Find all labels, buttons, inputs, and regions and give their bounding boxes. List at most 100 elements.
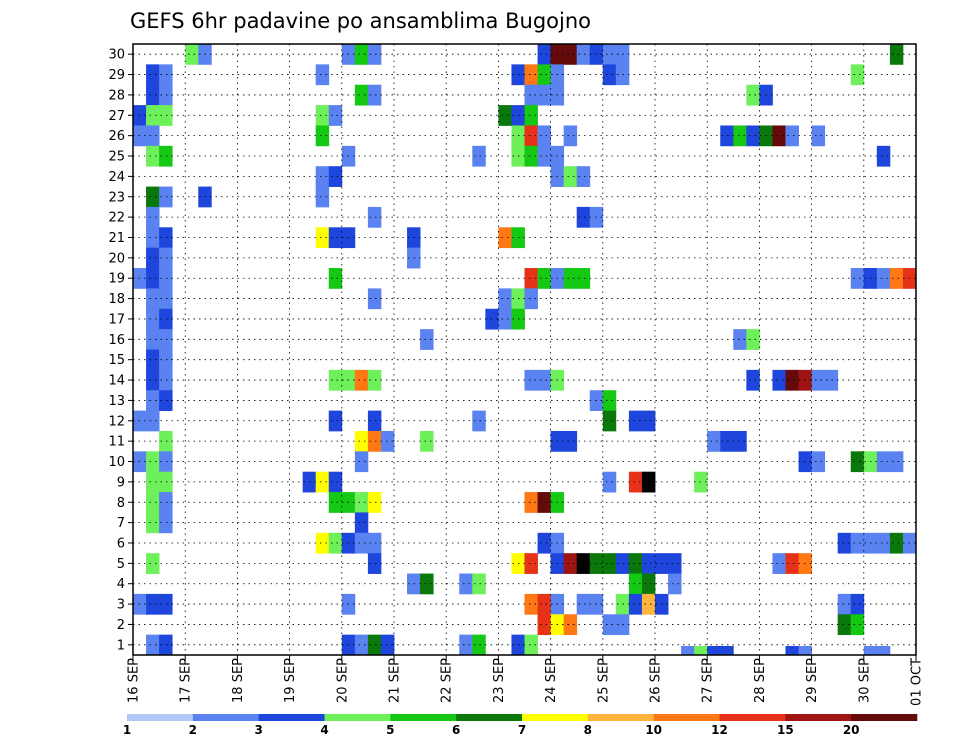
- heatmap-cell: [354, 84, 369, 106]
- heatmap-cell: [524, 105, 538, 126]
- heatmap-cell: [328, 532, 343, 554]
- heatmap-cell: [850, 614, 865, 636]
- heatmap-cell: [524, 268, 538, 289]
- x-tick-label: 17 SEP: [179, 658, 194, 703]
- heatmap-cell: [367, 553, 382, 574]
- heatmap-cell: [876, 532, 891, 554]
- y-tick-label: 12: [108, 414, 125, 429]
- heatmap-cell: [641, 410, 656, 432]
- colorbar-segment: [587, 714, 654, 721]
- y-tick-label: 5: [117, 557, 125, 572]
- x-axis: 16 SEP 17 SEP 18 SEP 19 SEP 20 SEP 21 SEP 22 S…: [127, 655, 925, 706]
- x-tick-label: 30 SEP: [857, 658, 872, 703]
- y-tick-label: 7: [117, 516, 125, 531]
- heatmap-cell: [720, 125, 734, 147]
- heatmap-cell: [641, 573, 656, 595]
- heatmap-cell: [524, 288, 538, 310]
- heatmap-cell: [524, 593, 538, 615]
- colorbar-segment: [456, 714, 523, 721]
- heatmap-cell: [472, 410, 486, 432]
- heatmap-cell: [420, 430, 434, 452]
- heatmap-cell: [537, 145, 551, 167]
- heatmap-cell: [641, 593, 656, 615]
- y-tick-label: 25: [108, 150, 125, 165]
- heatmap-cell: [889, 451, 904, 473]
- cells-layer: [133, 44, 917, 656]
- colorbar-segment: [390, 714, 457, 721]
- colorbar-label: 15: [777, 723, 794, 737]
- heatmap-cell: [159, 369, 173, 391]
- heatmap-cell: [576, 553, 591, 574]
- heatmap-cell: [315, 227, 330, 249]
- y-tick-label: 18: [108, 292, 125, 307]
- heatmap-cell: [159, 634, 173, 656]
- heatmap-cell: [785, 125, 799, 147]
- heatmap-cell: [720, 646, 734, 655]
- x-tick-label: 24 SEP: [544, 658, 559, 703]
- colorbar-label: 6: [452, 723, 460, 737]
- y-tick-label: 1: [117, 638, 125, 653]
- colorbar-label: 8: [584, 723, 592, 737]
- heatmap-cell: [146, 593, 160, 615]
- heatmap-cell: [628, 410, 643, 432]
- y-tick-label: 24: [108, 170, 125, 185]
- heatmap-cell: [146, 512, 160, 534]
- heatmap-cell: [563, 553, 578, 574]
- heatmap-cell: [328, 166, 343, 187]
- heatmap-cell: [524, 145, 538, 167]
- x-tick-label: 19 SEP: [283, 658, 298, 703]
- heatmap-cell: [524, 634, 538, 656]
- heatmap-cell: [602, 410, 617, 432]
- heatmap-cell: [850, 593, 865, 615]
- y-tick-label: 2: [117, 618, 125, 633]
- heatmap-cell: [367, 288, 382, 310]
- heatmap-cell: [367, 44, 382, 65]
- heatmap-cell: [537, 268, 551, 289]
- heatmap-cell: [681, 646, 695, 655]
- heatmap-cell: [420, 573, 434, 595]
- y-tick-label: 30: [108, 48, 125, 63]
- heatmap-cell: [733, 125, 747, 147]
- heatmap-cell: [537, 64, 551, 86]
- heatmap-cell: [811, 369, 826, 391]
- colorbar-label: 4: [320, 723, 328, 737]
- heatmap-cell: [563, 44, 578, 65]
- heatmap-cell: [798, 646, 812, 655]
- heatmap-cell: [628, 573, 643, 595]
- y-tick-label: 23: [108, 190, 125, 205]
- heatmap-cell: [315, 532, 330, 554]
- heatmap-cell: [602, 553, 617, 574]
- heatmap-cell: [146, 634, 160, 656]
- heatmap-cell: [563, 268, 578, 289]
- heatmap-cell: [159, 471, 173, 493]
- heatmap-cell: [602, 614, 617, 636]
- heatmap-cell: [837, 593, 852, 615]
- heatmap-cell: [720, 430, 734, 452]
- heatmap-cell: [315, 186, 330, 208]
- heatmap-cell: [328, 471, 343, 493]
- heatmap-cell: [707, 646, 721, 655]
- y-tick-label: 28: [108, 88, 125, 103]
- y-tick-label: 10: [108, 455, 125, 470]
- heatmap-cell: [328, 105, 343, 126]
- heatmap-cell: [694, 646, 708, 655]
- heatmap-cell: [889, 532, 904, 554]
- y-tick-label: 9: [117, 475, 125, 490]
- heatmap-cell: [785, 553, 799, 574]
- heatmap-cell: [811, 451, 826, 473]
- heatmap-cell: [537, 593, 551, 615]
- y-tick-label: 14: [108, 374, 125, 389]
- heatmap-cell: [159, 329, 173, 350]
- y-tick-label: 11: [108, 435, 125, 450]
- colorbar-label: 12: [711, 723, 728, 737]
- heatmap-cell: [537, 125, 551, 147]
- heatmap-cell: [576, 166, 591, 187]
- heatmap-cell: [146, 64, 160, 86]
- heatmap-cell: [328, 369, 343, 391]
- x-tick-label: 21 SEP: [388, 658, 403, 703]
- heatmap-cell: [146, 84, 160, 106]
- heatmap-cell: [367, 532, 382, 554]
- heatmap-cell: [146, 349, 160, 371]
- colorbar-segment: [258, 714, 325, 721]
